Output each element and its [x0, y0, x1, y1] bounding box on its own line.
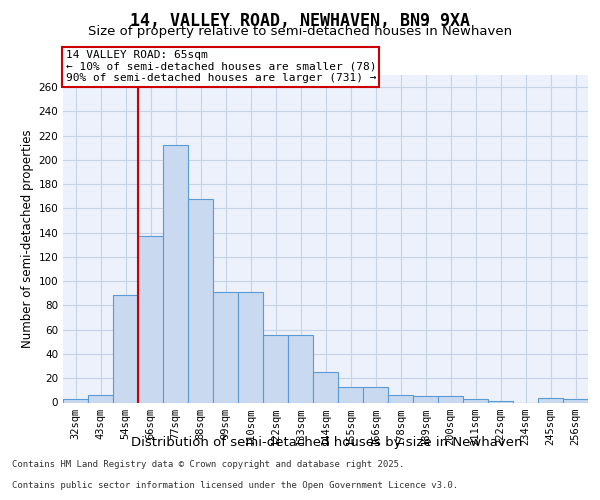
Bar [113, 294, 138, 403]
Text: 14, VALLEY ROAD, NEWHAVEN, BN9 9XA: 14, VALLEY ROAD, NEWHAVEN, BN9 9XA [130, 12, 470, 30]
Bar [163, 146, 188, 402]
Bar [138, 236, 163, 402]
Bar [538, 398, 563, 402]
Text: Size of property relative to semi-detached houses in Newhaven: Size of property relative to semi-detach… [88, 25, 512, 38]
Bar [263, 334, 288, 402]
Y-axis label: Number of semi-detached properties: Number of semi-detached properties [21, 130, 34, 348]
Text: Contains HM Land Registry data © Crown copyright and database right 2025.: Contains HM Land Registry data © Crown c… [12, 460, 404, 469]
Bar [238, 292, 263, 403]
Bar [188, 198, 213, 402]
Bar [463, 399, 488, 402]
Bar [363, 386, 388, 402]
Bar [438, 396, 463, 402]
Bar [288, 334, 313, 402]
Bar [313, 372, 338, 402]
Bar [88, 395, 113, 402]
Text: Contains public sector information licensed under the Open Government Licence v3: Contains public sector information licen… [12, 481, 458, 490]
Bar [338, 386, 363, 402]
Text: 14 VALLEY ROAD: 65sqm
← 10% of semi-detached houses are smaller (78)
90% of semi: 14 VALLEY ROAD: 65sqm ← 10% of semi-deta… [65, 50, 376, 84]
Bar [413, 396, 438, 402]
Bar [563, 399, 588, 402]
Bar [63, 399, 88, 402]
Bar [213, 292, 238, 403]
Text: Distribution of semi-detached houses by size in Newhaven: Distribution of semi-detached houses by … [131, 436, 523, 449]
Bar [388, 395, 413, 402]
